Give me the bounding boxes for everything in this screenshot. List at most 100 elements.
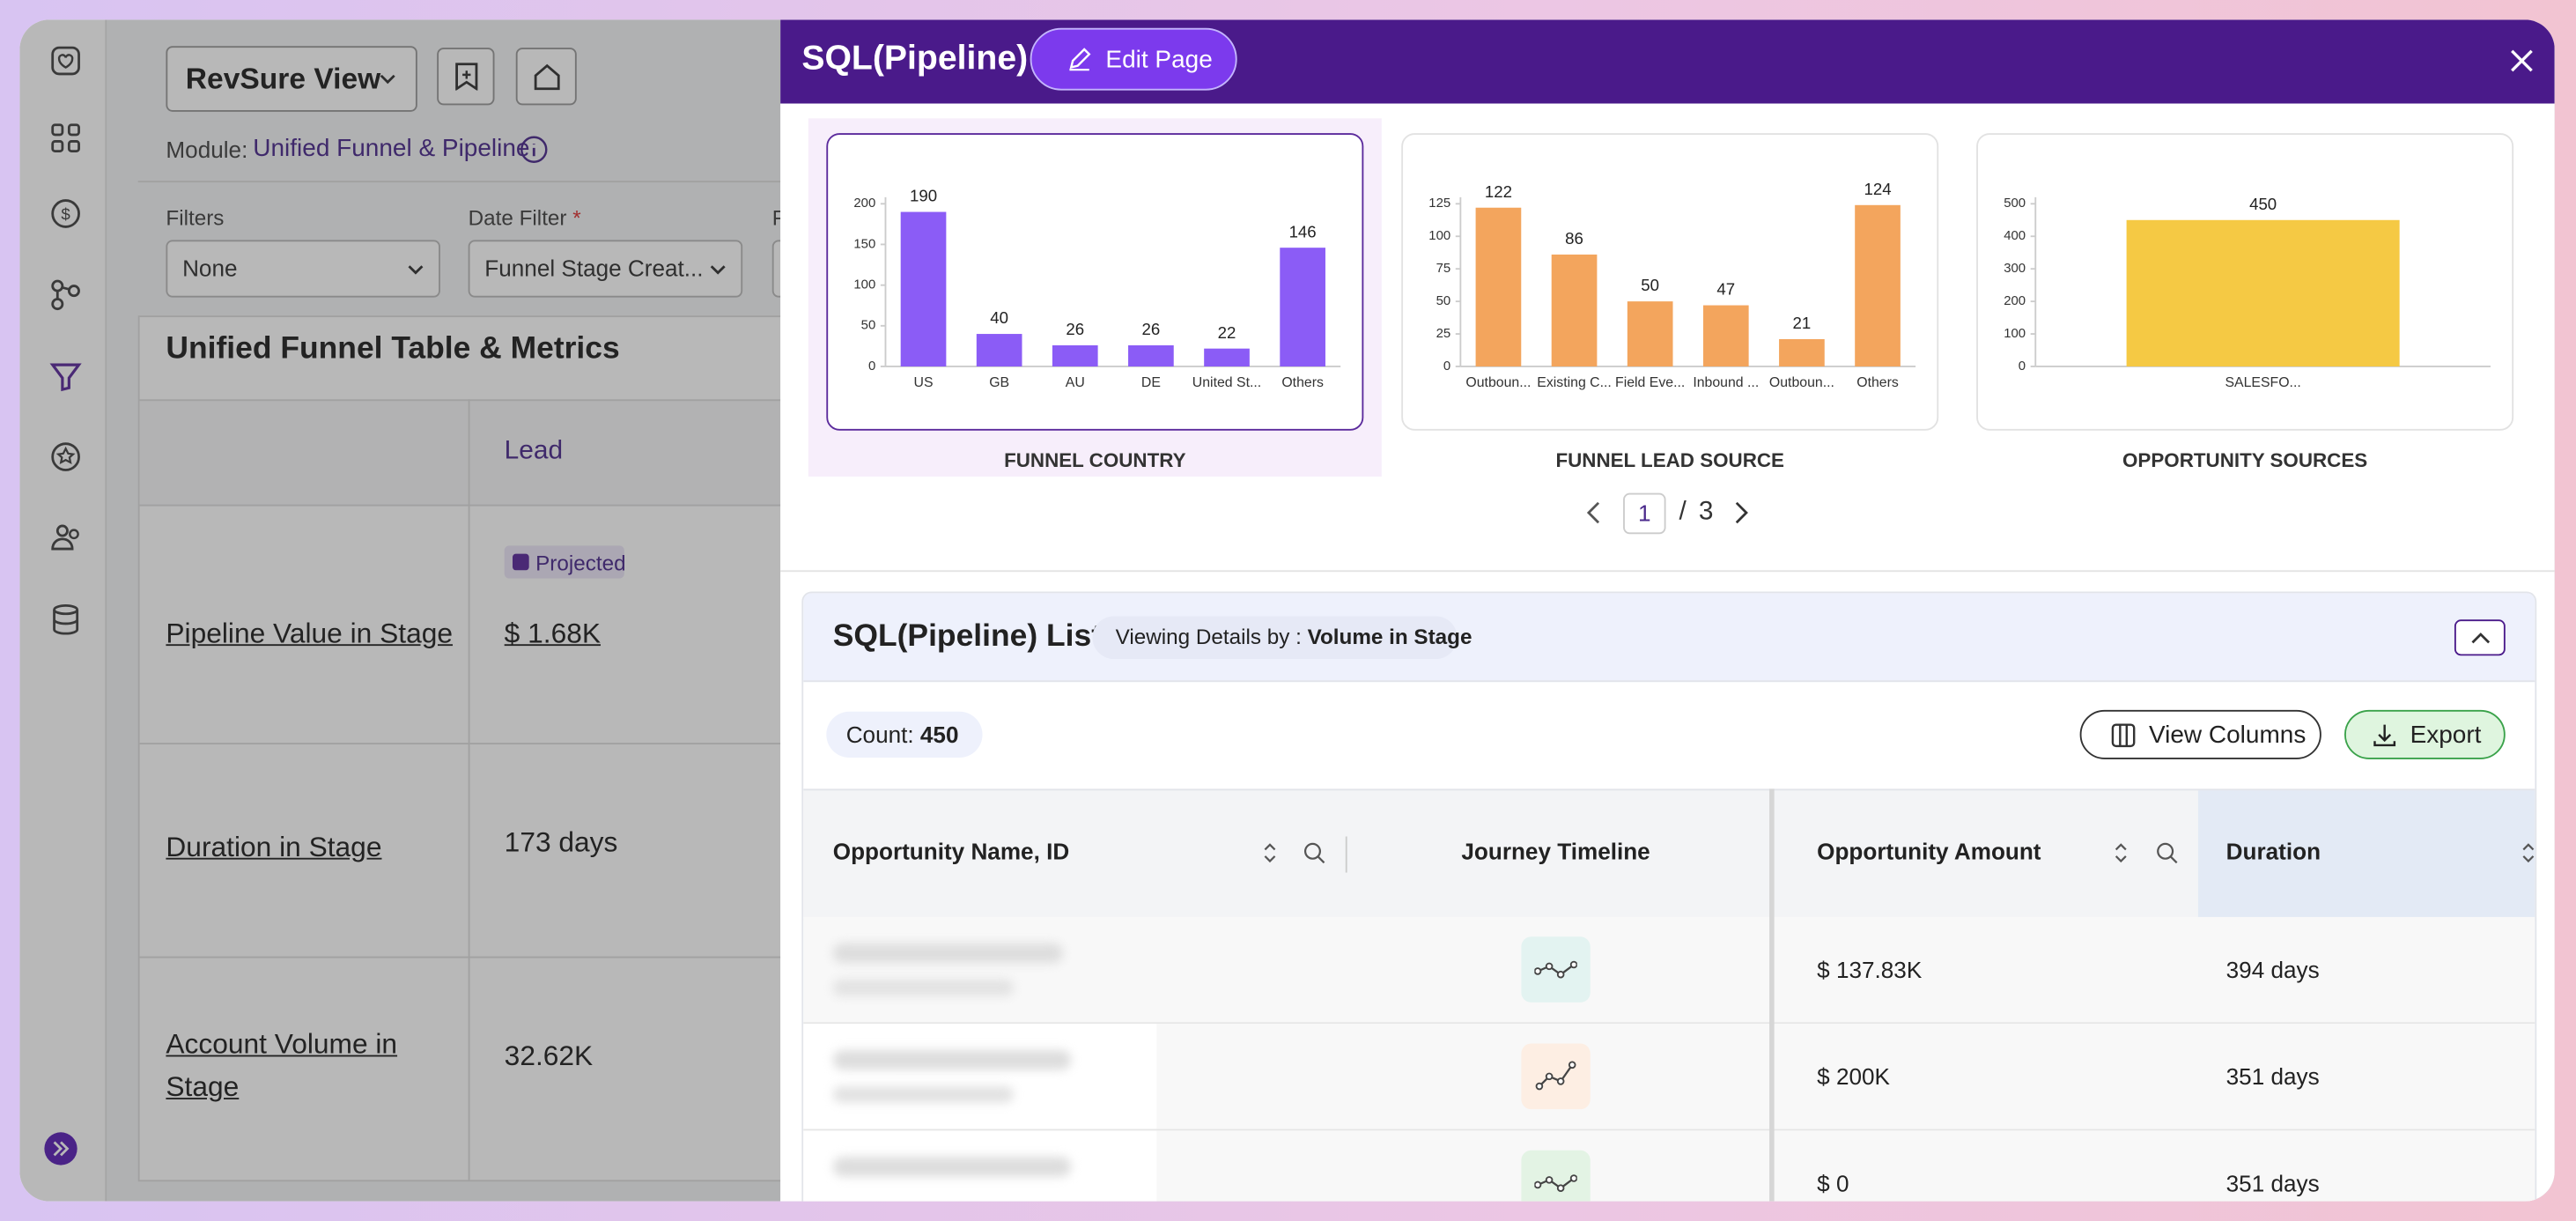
value-label: 22 [1218,323,1236,342]
columns-icon [2111,723,2136,748]
sorted-column-header: Duration [2197,790,2537,919]
home-button[interactable] [515,48,577,106]
value-label: 40 [990,308,1008,327]
timeline-icon[interactable] [1521,1043,1591,1110]
bar [976,334,1022,366]
nav-icon[interactable] [49,360,82,393]
export-button[interactable]: Export [2343,709,2506,759]
row-value: 32.62K [504,1040,594,1072]
download-icon [2373,724,2396,747]
column-header: Opportunity Amount [1817,838,2041,865]
sort-icon[interactable] [1262,841,1279,864]
y-tick-label: 100 [2004,326,2026,341]
value-label: 124 [1864,180,1891,198]
value-label: 26 [1142,320,1161,338]
nav-icon[interactable] [49,603,82,636]
view-columns-text: View Columns [2148,721,2307,750]
value-label: 146 [1289,222,1317,240]
bar [1702,305,1749,366]
value-label: 50 [1641,276,1659,294]
close-button[interactable] [2509,48,2535,74]
search-icon[interactable] [2155,841,2178,864]
row-label[interactable]: Account Volume in Stage [166,1028,398,1103]
sort-icon[interactable] [2521,841,2537,864]
row-divider [139,956,830,958]
table-row[interactable]: $ 200K 351 days [803,1024,2535,1131]
x-tick-label: Field Eve... [1615,375,1685,390]
edit-page-button[interactable]: Edit Page [1030,27,1237,91]
list-panel: SQL(Pipeline) List Viewing Details by : … [801,591,2537,1202]
view-selector[interactable]: RevSure View [166,46,417,112]
name-cell [803,1024,1157,1129]
x-tick-label: United St... [1192,375,1261,390]
icon [1534,960,1577,979]
amount-cell: $ 137.83K [1817,956,1923,983]
info-icon[interactable] [519,135,549,165]
next-page[interactable] [1731,501,1751,524]
prev-page[interactable] [1583,501,1603,524]
blurred-name [832,943,1063,964]
collapse-button[interactable] [2454,619,2506,656]
value-label: 21 [1793,314,1812,332]
chart-title: FUNNEL LEAD SOURCE [1555,448,1784,472]
expand-button[interactable] [43,1130,79,1166]
svg-text:$: $ [61,204,70,223]
y-tick-label: 400 [2004,228,2026,243]
divider [780,570,2555,573]
y-tick-label: 100 [1428,228,1450,243]
search-icon[interactable] [1303,841,1325,864]
icon [455,63,478,91]
row-value: 173 days [504,826,618,858]
amount-cell: $ 0 [1817,1170,1849,1197]
chart-title: OPPORTUNITY SOURCES [2122,448,2368,472]
count-pill: Count: 450 [826,711,983,758]
row-label[interactable]: Pipeline Value in Stage [166,618,454,649]
bar [900,211,947,366]
row-value[interactable]: $ 1.68K [504,618,602,649]
date-filter-value: Funnel Stage Creat... [484,255,704,281]
x-tick-label: Existing C... [1537,375,1612,390]
y-tick-label: 100 [853,278,875,292]
nav-icon[interactable] [49,278,82,311]
chart-card[interactable]: 0 100 200 300 400 500 450 SALESFO... [1976,133,2514,431]
date-filter-select[interactable]: Funnel Stage Creat... [468,240,743,298]
timeline-icon[interactable] [1521,1150,1591,1202]
timeline-icon[interactable] [1521,936,1591,1003]
x-tick-label: SALESFO... [2225,375,2300,390]
blurred-name [832,1157,1072,1177]
view-columns-button[interactable]: View Columns [2079,709,2321,759]
sort-icon[interactable] [2113,841,2129,864]
section-title: Unified Funnel Table & Metrics [166,331,620,366]
chart: 0 100 200 300 400 500 450 SALESFO... [2004,195,2491,390]
nav-icon[interactable]: $ [49,197,82,230]
nav-icon[interactable] [49,122,82,154]
chart-card[interactable]: 0 25 50 75 100 125 122 Outboun... 86 Existing C..… [1401,133,1939,431]
chart-card[interactable]: 0 50 100 150 200 190 US 40 GB 26 AU 26 DE 22 United St… [826,133,1364,431]
icon [1535,1061,1576,1091]
list-header: SQL(Pipeline) List Viewing Details by : … [803,593,2535,683]
nav-icon[interactable] [49,440,82,473]
filters-select[interactable]: None [166,240,440,298]
chevron-up [2471,633,2491,644]
table-header: Opportunity Name, ID Journey Timeline Op… [803,788,2537,921]
table-row[interactable]: $ 0 351 days [803,1130,2535,1202]
x-tick-label: US [914,375,934,390]
column-header: Journey Timeline [1461,838,1650,865]
chevron [408,265,424,275]
row-label[interactable]: Duration in Stage [166,831,382,863]
nav-icon[interactable] [49,521,82,553]
chevron [380,74,395,85]
bar [1204,348,1250,366]
icon [534,63,560,91]
table-header: Lead [139,399,830,507]
date-filter-label: Date Filter * [469,205,581,230]
chart: 0 25 50 75 100 125 122 Outboun... 86 Existing C..… [1428,180,1916,390]
table-row[interactable]: $ 137.83K 394 days [803,916,2535,1025]
badge-text: Projected [535,550,626,575]
bar [1280,248,1325,366]
column-separator [1345,836,1347,873]
y-tick-label: 300 [2004,261,2026,276]
current-page[interactable]: 1 [1623,492,1666,535]
nav-icon[interactable] [49,44,82,77]
bookmark-button[interactable] [437,48,495,106]
